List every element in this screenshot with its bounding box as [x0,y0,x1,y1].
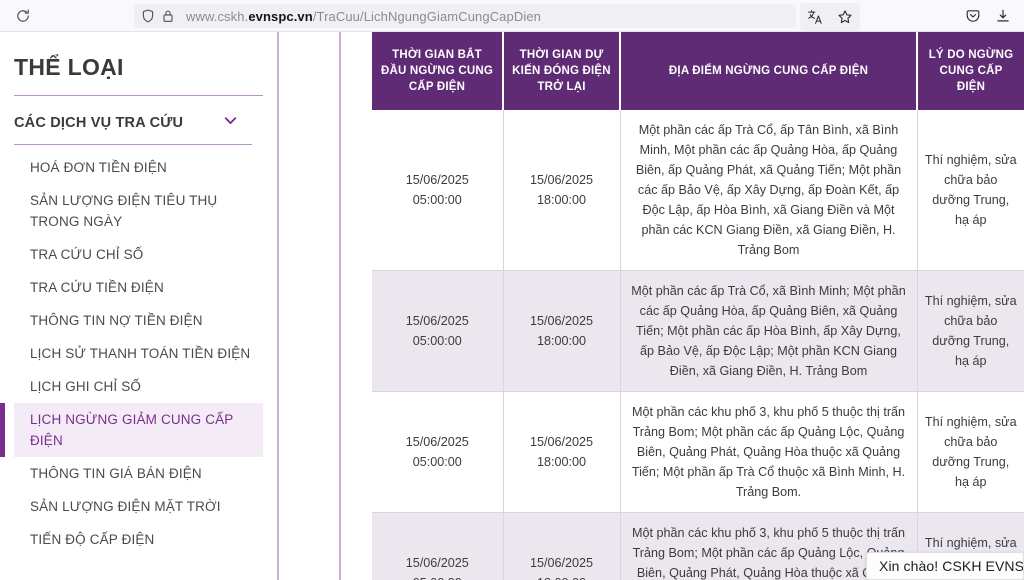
outage-schedule-table: THỜI GIAN BẮT ĐẦU NGỪNG CUNG CẤP ĐIỆN TH… [372,32,1024,580]
divider-top [14,95,263,96]
sidebar: THỂ LOẠI CÁC DỊCH VỤ TRA CỨU HOÁ ĐƠN TIỀ… [0,32,279,580]
sidebar-item-tra-cuu-tien-dien[interactable]: TRA CỨU TIỀN ĐIỆN [30,280,164,295]
cell-end-time: 15/06/2025 18:00:00 [503,270,621,392]
cell-location: Một phần các ấp Trà Cổ, xã Bình Minh; Mộ… [620,270,918,392]
table-row[interactable]: 15/06/2025 05:00:00 15/06/2025 18:00:00 … [372,110,1024,271]
sidebar-item-lich-su-thanh-toan[interactable]: LỊCH SỬ THANH TOÁN TIỀN ĐIỆN [30,346,251,361]
translate-button[interactable] [800,3,830,31]
cell-start-time: 15/06/2025 05:00:00 [372,391,504,513]
cell-location: Một phần các ấp Trà Cổ, ấp Tân Bình, xã … [620,110,918,271]
table-row[interactable]: 15/06/2025 05:00:00 15/06/2025 18:00:00 … [372,270,1024,392]
translate-icon [807,9,823,25]
cell-start-time: 15/06/2025 05:00:00 [372,270,504,392]
table-body: 15/06/2025 05:00:00 15/06/2025 18:00:00 … [372,110,1024,580]
sidebar-item-lich-ghi-chi-so[interactable]: LỊCH GHI CHỈ SỐ [30,379,142,394]
table-row[interactable]: 15/06/2025 05:00:00 15/06/2025 18:00:00 … [372,391,1024,513]
reload-button[interactable] [8,2,38,30]
sidebar-item-thong-tin-gia-ban-dien[interactable]: THÔNG TIN GIÁ BÁN ĐIỆN [30,466,202,481]
chevron-down-icon[interactable] [222,112,239,134]
chat-widget[interactable]: Xin chào! CSKH EVNSPC [866,552,1024,580]
cell-reason: Thí nghiệm, sửa chữa bảo dưỡng Trung, hạ… [917,391,1024,513]
cell-location: Một phần các khu phố 3, khu phố 5 thuộc … [620,391,918,513]
pocket-button[interactable] [958,2,988,30]
browser-toolbar: www.cskh.evnspc.vn/TraCuu/LichNgungGiamC… [0,0,1024,32]
pocket-icon [965,8,981,24]
sidebar-item-tra-cuu-chi-so[interactable]: TRA CỨU CHỈ SỐ [30,247,144,262]
chat-greeting-text: Xin chào! CSKH EVNSPC [879,558,1023,574]
toolbar-right-actions [958,2,1018,30]
sidebar-item-hoa-don-tien-dien[interactable]: HOÁ ĐƠN TIỀN ĐIỆN [30,160,167,175]
downloads-button[interactable] [988,2,1018,30]
cell-start-time: 15/06/2025 05:00:00 [372,512,504,580]
page-title: THỂ LOẠI [14,54,124,80]
services-section-header[interactable]: CÁC DỊCH VỤ TRA CỨU [14,96,263,144]
page-content: THỂ LOẠI CÁC DỊCH VỤ TRA CỨU HOÁ ĐƠN TIỀ… [0,32,1024,580]
column-header-start-time: THỜI GIAN BẮT ĐẦU NGỪNG CUNG CẤP ĐIỆN [372,32,504,110]
download-icon [995,8,1011,24]
address-bar[interactable]: www.cskh.evnspc.vn/TraCuu/LichNgungGiamC… [134,4,796,28]
column-header-end-time: THỜI GIAN DỰ KIẾN ĐÓNG ĐIỆN TRỞ LẠI [503,32,621,110]
cell-end-time: 15/06/2025 18:00:00 [503,110,621,271]
divider-sub [14,144,252,145]
bookmark-button[interactable] [830,3,860,31]
cell-reason: Thí nghiệm, sửa chữa bảo dưỡng Trung, hạ… [917,270,1024,392]
cell-end-time: 15/06/2025 18:00:00 [503,512,621,580]
lock-icon[interactable] [160,8,176,24]
cell-start-time: 15/06/2025 05:00:00 [372,110,504,271]
table-row[interactable]: 15/06/2025 05:00:00 15/06/2025 18:00:00 … [372,512,1024,580]
sidebar-item-lich-ngung-giam-cung-cap-dien[interactable]: LỊCH NGỪNG GIẢM CUNG CẤP ĐIỆN [0,403,263,457]
shield-icon[interactable] [140,8,156,24]
reload-icon [15,8,31,24]
star-icon [837,9,853,25]
table-header-row: THỜI GIAN BẮT ĐẦU NGỪNG CUNG CẤP ĐIỆN TH… [372,32,1024,110]
url-text: www.cskh.evnspc.vn/TraCuu/LichNgungGiamC… [186,8,541,24]
services-section-label: CÁC DỊCH VỤ TRA CỨU [14,115,184,131]
cell-end-time: 15/06/2025 18:00:00 [503,391,621,513]
sidebar-item-thong-tin-no-tien-dien[interactable]: THÔNG TIN NỢ TIỀN ĐIỆN [30,313,203,328]
column-header-location: ĐỊA ĐIỂM NGỪNG CUNG CẤP ĐIỆN [620,32,918,110]
sidebar-item-san-luong-dien-tieu-thu[interactable]: SẢN LƯỢNG ĐIỆN TIÊU THỤ TRONG NGÀY [30,193,218,229]
column-header-reason: LÝ DO NGỪNG CUNG CẤP ĐIỆN [917,32,1024,110]
content-gutter [281,32,341,580]
sidebar-item-tien-do-cap-dien[interactable]: TIẾN ĐỘ CẤP ĐIỆN [30,532,155,547]
sidebar-item-san-luong-dien-mat-troi[interactable]: SẢN LƯỢNG ĐIỆN MẶT TRỜI [30,499,221,514]
urlbar-actions [800,3,860,31]
service-list: HOÁ ĐƠN TIỀN ĐIỆN SẢN LƯỢNG ĐIỆN TIÊU TH… [0,151,263,556]
cell-reason: Thí nghiệm, sửa chữa bảo dưỡng Trung, hạ… [917,110,1024,271]
table-header: THỜI GIAN BẮT ĐẦU NGỪNG CUNG CẤP ĐIỆN TH… [372,32,1024,110]
schedule-table-container[interactable]: THỜI GIAN BẮT ĐẦU NGỪNG CUNG CẤP ĐIỆN TH… [372,32,1024,580]
